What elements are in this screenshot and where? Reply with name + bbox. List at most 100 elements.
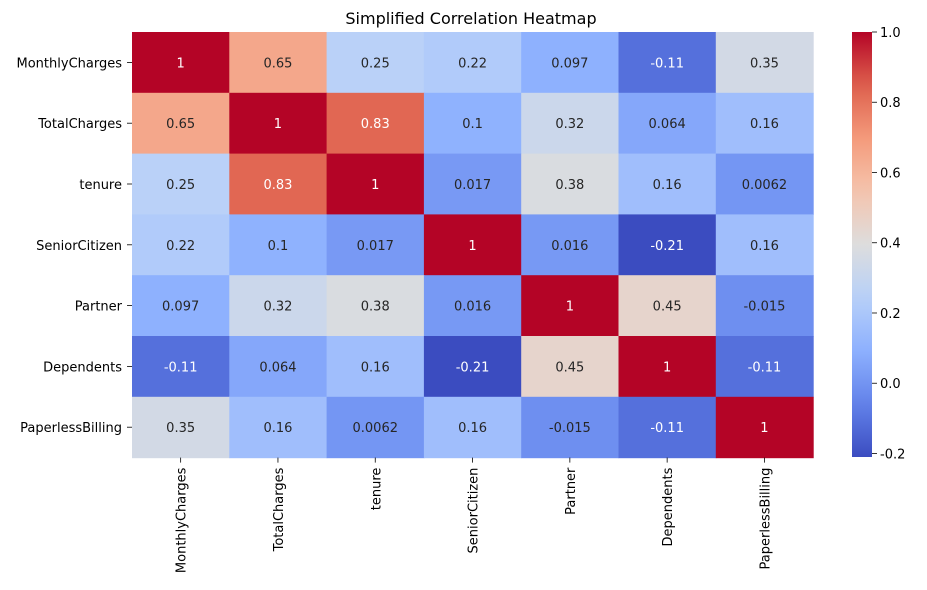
x-tick-label: TotalCharges [272, 467, 287, 552]
cell-value-label: 0.32 [263, 300, 292, 315]
heatmap-cell [326, 275, 425, 337]
heatmap-cell [132, 275, 230, 337]
x-tick-label: tenure [369, 468, 384, 511]
heatmap-cell [618, 275, 717, 337]
cell-value-label: 0.1 [268, 239, 289, 254]
cell-value-label: 0.097 [162, 300, 199, 315]
colorbar-tick-label: 0.8 [880, 96, 901, 111]
x-tick-label: MonthlyCharges [175, 467, 190, 573]
cell-value-label: 0.38 [555, 178, 584, 193]
heatmap-cell [715, 396, 814, 459]
heatmap-cell [618, 153, 717, 215]
colorbar-tick-label: 0.6 [880, 166, 901, 181]
heatmap-cell [423, 153, 522, 215]
cell-value-label: 0.16 [653, 178, 682, 193]
cell-value-label: -0.21 [650, 239, 684, 254]
heatmap-cell [423, 275, 522, 337]
heatmap-cells: 1 0.65 0.25 0.22 0.097 -0.11 0.35 0.65 1 0.83 0.1 0… [132, 32, 814, 459]
y-tick-label: tenure [79, 178, 122, 193]
heatmap-cell [229, 214, 328, 276]
cell-value-label: 1 [663, 360, 671, 375]
cell-value-label: 0.0062 [742, 178, 788, 193]
cell-value-label: 1 [760, 421, 768, 436]
heatmap-cell [521, 153, 620, 215]
heatmap-cell [423, 92, 522, 155]
heatmap-cell [229, 396, 328, 459]
cell-value-label: 1 [468, 239, 476, 254]
cell-value-label: 0.35 [166, 421, 195, 436]
y-tick-label: Partner [75, 300, 123, 315]
colorbar-gradient [852, 32, 872, 457]
heatmap-cell [423, 32, 522, 94]
y-tick-label: PaperlessBilling [20, 421, 122, 436]
cell-value-label: 0.25 [166, 178, 195, 193]
colorbar: 1.0 0.8 0.6 0.4 0.2 0.0 -0.2 [852, 26, 905, 462]
heatmap-cell [618, 32, 717, 94]
cell-value-label: -0.11 [650, 421, 684, 436]
heatmap-cell [715, 32, 814, 94]
cell-value-label: 0.16 [361, 360, 390, 375]
y-tick-label: TotalCharges [37, 117, 122, 132]
heatmap-cell [132, 32, 230, 94]
cell-value-label: 0.45 [653, 300, 682, 315]
cell-value-label: -0.21 [456, 360, 490, 375]
cell-value-label: -0.11 [748, 360, 782, 375]
heatmap-cell [521, 275, 620, 337]
cell-value-label: 0.83 [263, 178, 292, 193]
cell-value-label: 0.25 [361, 56, 390, 71]
cell-value-label: 0.064 [649, 117, 686, 132]
heatmap-cell [229, 153, 328, 215]
heatmap-cell [326, 32, 425, 94]
y-tick-label: SeniorCitizen [36, 239, 122, 254]
cell-value-label: -0.11 [164, 360, 198, 375]
cell-value-label: 1 [566, 300, 574, 315]
heatmap-cell [326, 153, 425, 215]
cell-value-label: -0.015 [549, 421, 591, 436]
heatmap-cell [521, 336, 620, 398]
heatmap-cell [132, 396, 230, 459]
colorbar-tick-label: 1.0 [880, 26, 901, 41]
cell-value-label: 0.38 [361, 300, 390, 315]
colorbar-tick-label: 0.4 [880, 237, 901, 252]
cell-value-label: 0.017 [454, 178, 491, 193]
heatmap-cell [423, 336, 522, 398]
heatmap-cell [618, 92, 717, 155]
cell-value-label: 0.0062 [353, 421, 399, 436]
heatmap-cell [326, 214, 425, 276]
x-tick-label: PaperlessBilling [758, 468, 773, 570]
heatmap-cell [229, 336, 328, 398]
cell-value-label: 0.65 [166, 117, 195, 132]
heatmap-cell [132, 92, 230, 155]
heatmap-cell [229, 275, 328, 337]
heatmap-cell [326, 336, 425, 398]
cell-value-label: 0.016 [551, 239, 588, 254]
y-tick-label: MonthlyCharges [17, 56, 123, 71]
heatmap-cell [326, 396, 425, 459]
heatmap-cell [521, 32, 620, 94]
cell-value-label: 0.017 [357, 239, 394, 254]
x-tick-label: SeniorCitizen [467, 468, 482, 554]
colorbar-tick-label: 0.0 [880, 377, 901, 392]
cell-value-label: -0.015 [743, 300, 785, 315]
cell-value-label: -0.11 [650, 56, 684, 71]
heatmap-cell [229, 32, 328, 94]
cell-value-label: 0.16 [263, 421, 292, 436]
x-tick-label: Partner [564, 467, 579, 515]
cell-value-label: 0.45 [555, 360, 584, 375]
cell-value-label: 1 [274, 117, 282, 132]
cell-value-label: 0.35 [750, 56, 779, 71]
heatmap-cell [229, 92, 328, 155]
heatmap-cell [521, 396, 620, 459]
x-tick-label: Dependents [661, 467, 676, 546]
heatmap-cell [618, 396, 717, 459]
cell-value-label: 0.22 [166, 239, 195, 254]
heatmap-cell [715, 153, 814, 215]
cell-value-label: 0.65 [263, 56, 292, 71]
x-axis-tick-labels: MonthlyCharges TotalCharges tenure SeniorCi… [175, 457, 773, 573]
heatmap-cell [423, 214, 522, 276]
heatmap-cell [521, 214, 620, 276]
heatmap-cell [715, 275, 814, 337]
heatmap-cell [132, 153, 230, 215]
heatmap-cell [326, 92, 425, 155]
